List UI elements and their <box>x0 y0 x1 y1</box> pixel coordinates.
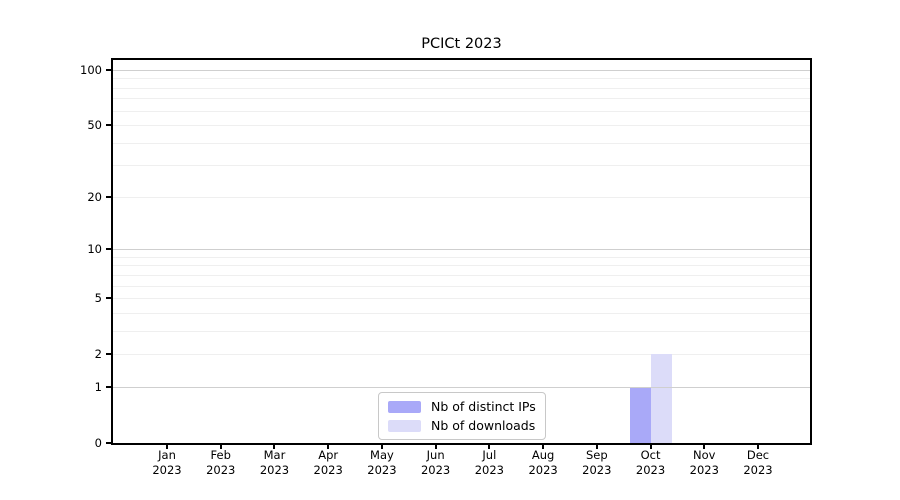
x-tick-mark <box>757 443 759 449</box>
x-tick-label: Nov 2023 <box>672 448 736 478</box>
x-tick-label: Dec 2023 <box>726 448 790 478</box>
x-tick-mark <box>649 443 652 449</box>
gridline-major <box>113 386 810 388</box>
y-tick-label: 20 <box>87 189 102 204</box>
x-tick-label: Jul 2023 <box>457 448 521 478</box>
x-tick-mark <box>488 443 491 449</box>
x-tick-month: Apr <box>318 448 339 462</box>
x-tick-year: 2023 <box>582 463 612 477</box>
x-tick-year: 2023 <box>420 463 451 477</box>
gridline-minor <box>113 142 810 144</box>
legend-item: Nb of distinct IPs <box>388 399 536 414</box>
gridline-major <box>113 70 810 71</box>
gridline-minor <box>113 256 810 258</box>
x-tick-month: Jan <box>158 448 176 462</box>
x-tick-year: 2023 <box>259 463 290 477</box>
x-tick-month: Oct <box>640 448 661 462</box>
gridline-minor <box>113 98 810 100</box>
x-tick-month: Sep <box>585 448 608 462</box>
x-tick-mark <box>380 443 383 449</box>
gridline-minor <box>113 165 810 167</box>
x-tick-label: Aug 2023 <box>511 448 575 478</box>
x-tick-label: Sep 2023 <box>565 448 629 478</box>
legend-swatch-nb-of-downloads <box>388 419 421 432</box>
gridline-minor <box>113 285 810 287</box>
y-tick-mark <box>106 442 113 444</box>
x-tick-label: Oct 2023 <box>619 448 683 478</box>
x-tick-year: 2023 <box>474 463 504 477</box>
x-tick-month: Dec <box>746 448 770 462</box>
legend: Nb of distinct IPs Nb of downloads <box>378 392 546 440</box>
x-tick-mark <box>166 443 168 449</box>
x-tick-label: May 2023 <box>350 448 414 478</box>
x-tick-month: Feb <box>210 448 231 462</box>
y-tick-mark <box>106 195 113 198</box>
y-tick-mark <box>106 248 113 251</box>
y-tick-label: 2 <box>94 347 102 362</box>
bar-nb-of-distinct-ips <box>629 386 651 443</box>
x-tick-mark <box>327 443 330 449</box>
y-tick-mark <box>106 385 113 388</box>
y-tick-mark <box>106 124 113 127</box>
y-tick-label: 5 <box>94 291 102 306</box>
x-tick-month: May <box>370 448 394 462</box>
x-tick-year: 2023 <box>528 463 558 477</box>
gridline-minor <box>113 110 810 112</box>
gridline-minor <box>113 354 810 356</box>
gridline-minor <box>113 298 810 300</box>
y-tick-label: 50 <box>87 118 102 133</box>
x-tick-label: Jan 2023 <box>135 448 199 478</box>
legend-label: Nb of distinct IPs <box>431 399 536 414</box>
x-tick-month: Jun <box>426 448 445 462</box>
x-tick-year: 2023 <box>635 463 666 477</box>
y-tick-mark <box>106 353 113 356</box>
gridline-minor <box>113 274 810 276</box>
gridline-minor <box>113 265 810 267</box>
gridline-minor <box>113 87 810 89</box>
x-tick-mark <box>703 443 706 449</box>
legend-swatch-nb-of-distinct-ips <box>388 400 421 413</box>
gridline-minor <box>113 196 810 198</box>
gridline-minor <box>113 125 810 127</box>
x-tick-mark <box>542 443 545 449</box>
x-tick-month: Nov <box>693 448 716 462</box>
x-tick-year: 2023 <box>313 463 343 477</box>
y-tick-label: 100 <box>80 63 102 77</box>
y-tick-mark <box>106 297 113 300</box>
y-tick-label: 1 <box>94 379 102 394</box>
x-tick-year: 2023 <box>206 463 236 477</box>
x-tick-month: Aug <box>531 448 555 462</box>
x-tick-mark <box>595 443 598 449</box>
gridline-major <box>113 249 810 251</box>
x-tick-label: Apr 2023 <box>296 448 360 478</box>
x-tick-label: Feb 2023 <box>189 448 253 478</box>
x-tick-label: Mar 2023 <box>242 448 306 478</box>
x-tick-year: 2023 <box>689 463 719 477</box>
x-tick-year: 2023 <box>152 463 182 477</box>
plot-area <box>113 60 810 443</box>
chart-title: PCICt 2023 <box>421 36 502 52</box>
gridline-minor <box>113 330 810 332</box>
legend-item: Nb of downloads <box>388 418 536 433</box>
gridline-minor <box>113 78 810 80</box>
x-tick-year: 2023 <box>743 463 773 477</box>
x-tick-mark <box>434 443 437 449</box>
gridline-minor <box>113 312 810 314</box>
x-tick-label: Jun 2023 <box>404 448 468 478</box>
y-tick-mark <box>106 69 113 71</box>
x-tick-month: Jul <box>482 448 497 462</box>
bar-nb-of-downloads <box>650 354 672 443</box>
x-tick-mark <box>219 443 222 449</box>
x-tick-mark <box>273 443 276 449</box>
y-tick-label: 0 <box>94 436 102 450</box>
x-tick-year: 2023 <box>367 463 397 477</box>
legend-label: Nb of downloads <box>431 418 536 433</box>
y-tick-label: 10 <box>87 242 102 257</box>
x-tick-month: Mar <box>263 448 286 462</box>
